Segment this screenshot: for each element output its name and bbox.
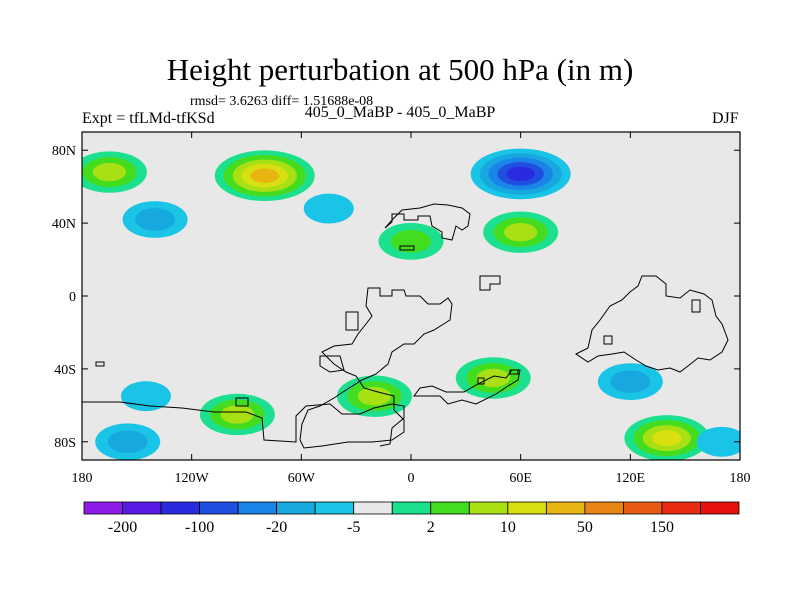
anomaly-cell-4 [470,148,571,200]
contour-band [303,193,354,224]
colorbar-swatch [584,501,624,515]
season-label: DJF [712,110,739,127]
coastline-island-med [399,245,415,251]
coastline-antarctica [82,401,405,447]
rmsd-diff-stats: rmsd= 3.6263 diff= 1.51688e-08 [190,94,374,109]
anomaly-cell-9 [199,393,275,436]
anomaly-cell-8 [95,423,161,460]
y-tick-label: 0 [69,290,76,305]
colorbar-label: 150 [650,519,674,536]
anomaly-cell-6 [378,222,444,260]
anomaly-cell-14 [696,426,740,457]
axis-ticks: 180 120W 60W 0 60E 120E 180 80N 40N 0 40S 80S [52,132,751,486]
coastline-antarctic-peninsula [319,355,345,373]
anomaly-cell-12 [597,363,663,401]
colorbar-swatch [314,501,355,515]
x-tick-label: 120W [175,471,210,486]
colorbar-swatch [661,501,701,515]
colorbar-swatch [623,501,663,515]
colorbar-swatch [199,501,239,515]
contour-band [652,430,682,447]
anomaly-cell-0 [82,151,147,193]
coastline-north-africa-europe [384,203,471,241]
anomaly-cell-13 [624,415,710,460]
contour-band [107,430,148,454]
coastline-south-ocean-islands [95,361,519,407]
anomaly-cell-5 [483,211,559,253]
contour-band [357,387,392,406]
y-tick-label: 40N [52,217,76,232]
contour-band [696,426,740,457]
anomaly-cell-11 [455,357,531,399]
contour-band [504,223,538,242]
colorbar-swatch [276,501,316,515]
colorbar-label: 10 [500,519,516,536]
colorbar-swatch [545,501,586,515]
anomaly-cell-3 [303,193,354,224]
coastline-south-america [299,287,453,449]
contour-band [220,405,255,424]
colorbar-swatch [122,501,162,515]
colorbar-label: -5 [347,519,360,536]
colorbar-swatch [700,501,740,515]
colorbar-swatch [391,501,432,515]
contour-band [250,168,280,183]
anomaly-field [82,148,740,460]
x-tick-label: 120E [616,471,646,486]
experiment-label: Expt = tfLMd-tfKSd [82,110,215,127]
y-tick-label: 80S [54,436,76,451]
colorbar-label: -100 [185,519,214,536]
anomaly-cell-2 [214,150,315,202]
contour-band [476,368,510,388]
colorbar-swatch [160,501,200,515]
colorbar-label: -200 [108,519,137,536]
colorbar-swatch [507,501,547,515]
x-tick-label: 60E [509,471,532,486]
colorbar-swatch [468,501,509,515]
colorbar-swatch [237,501,278,515]
y-tick-label: 80N [52,144,76,159]
coastlines [82,203,729,449]
colorbar: -200 -100 -20 -5 2 10 50 150 [83,501,740,536]
coastline-islands-east [603,299,701,345]
contour-band [135,208,176,231]
x-tick-label: 180 [730,471,751,486]
x-tick-label: 0 [408,471,415,486]
chart-title: Height perturbation at 500 hPa (in m) [166,52,634,87]
anomaly-cell-1 [122,201,188,238]
colorbar-label: 2 [427,519,435,536]
dataset-label: 405_0_MaBP - 405_0_MaBP [304,104,496,121]
colorbar-label: 50 [577,519,593,536]
anomaly-cell-10 [336,375,412,417]
x-tick-label: 180 [72,471,93,486]
colorbar-swatch [353,501,393,515]
coastline-arabia [479,275,501,291]
contour-band [506,166,535,182]
colorbar-swatch [430,501,470,515]
contour-band [391,230,431,253]
coastline-islet [345,311,359,331]
colorbar-label: -20 [266,519,287,536]
contour-band [610,370,651,393]
coastline-australia [575,275,729,373]
colorbar-swatch [83,501,123,515]
contour-band [92,162,127,182]
x-tick-label: 60W [288,471,316,486]
y-tick-label: 40S [54,363,76,378]
